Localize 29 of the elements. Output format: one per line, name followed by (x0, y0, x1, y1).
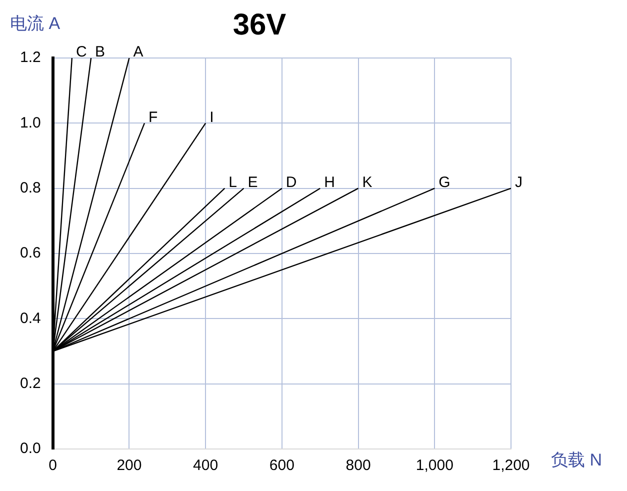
series-label: H (324, 174, 335, 191)
series-label: K (362, 174, 372, 191)
series-label: B (95, 44, 106, 61)
x-tick-label: 1,200 (492, 457, 530, 474)
series-label: F (148, 108, 158, 126)
y-tick-label: 0.0 (20, 440, 41, 458)
y-tick-label: 0.4 (20, 310, 41, 327)
chart-title: 36V (232, 8, 286, 42)
y-tick-label: 0.2 (20, 374, 41, 392)
y-tick-label: 0.8 (20, 179, 41, 196)
series-label: C (76, 44, 87, 61)
series-label: A (133, 44, 144, 61)
series-label: E (248, 174, 258, 191)
series-label: I (210, 108, 214, 126)
x-tick-label: 800 (346, 457, 371, 474)
x-tick-label: 200 (116, 457, 142, 474)
x-tick-label: 0 (48, 457, 58, 474)
x-tick-label: 600 (269, 457, 294, 474)
y-axis-title: 电流 A (10, 14, 61, 34)
x-axis-title: 负载 N (551, 450, 602, 470)
x-tick-label: 400 (193, 457, 218, 474)
series-label: J (515, 174, 522, 191)
y-tick-label: 0.6 (20, 244, 41, 262)
series-label: G (438, 174, 450, 191)
x-tick-label: 1,000 (416, 457, 454, 474)
y-tick-label: 1.2 (20, 49, 41, 66)
y-tick-label: 1.0 (20, 114, 41, 132)
series-label: L (228, 174, 237, 191)
series-label: D (286, 174, 297, 191)
